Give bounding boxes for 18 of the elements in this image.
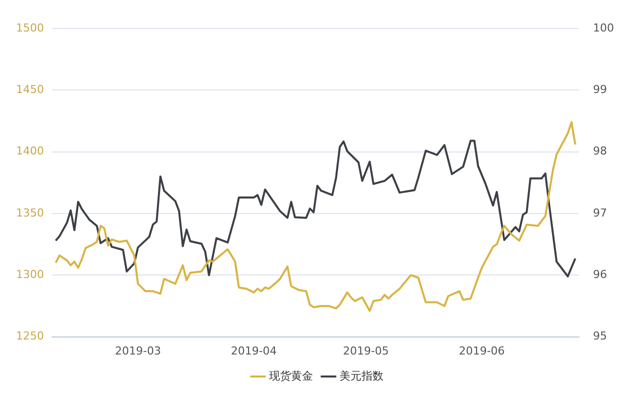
y-tick-label: 1500 [16,21,44,34]
x-tick-label: 2019-03 [114,344,161,358]
legend-label: 现货黄金 [269,369,313,382]
x-tick-label: 2019-06 [458,344,505,358]
y-tick-label: 1450 [16,83,44,96]
y-tick-label: 1400 [16,144,44,158]
legend-label: 美元指数 [340,369,384,382]
x-tick-label: 2019-05 [342,344,389,358]
y2-tick-label: 98 [593,144,608,158]
y2-tick-label: 100 [593,21,614,34]
y2-tick-label: 95 [593,330,608,343]
y2-tick-label: 97 [593,206,608,220]
x-tick-label: 2019-04 [230,344,277,358]
y2-tick-label: 96 [593,268,608,282]
y-tick-label: 1350 [16,206,44,220]
y-tick-label: 1250 [16,330,44,343]
y2-tick-label: 99 [593,83,608,96]
y-tick-label: 1300 [16,268,44,282]
